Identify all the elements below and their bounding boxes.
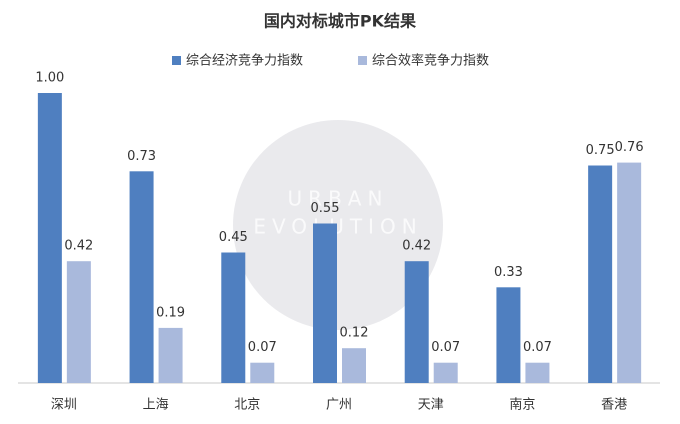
data-label: 0.33	[494, 265, 523, 280]
x-tick-label: 深圳	[51, 398, 77, 413]
data-label: 0.12	[340, 326, 369, 341]
bar	[342, 348, 366, 383]
legend-label: 综合经济竞争力指数	[186, 53, 303, 69]
data-label: 0.45	[219, 230, 248, 245]
bar	[617, 162, 642, 383]
data-label: 0.07	[431, 340, 460, 355]
data-label: 0.07	[248, 340, 277, 355]
chart-title: 国内对标城市PK结果	[264, 12, 416, 31]
legend-swatch	[172, 56, 181, 65]
bar	[525, 362, 550, 383]
data-label: 0.42	[64, 239, 93, 254]
bar	[588, 165, 613, 383]
data-label: 0.07	[523, 340, 552, 355]
bar	[158, 327, 183, 383]
bar	[221, 252, 246, 383]
data-label: 0.76	[615, 140, 644, 155]
watermark-circle	[233, 120, 443, 330]
data-label: 0.73	[127, 149, 156, 164]
bar	[404, 261, 429, 383]
bar	[496, 287, 521, 383]
bar	[66, 261, 91, 383]
bar	[37, 93, 62, 383]
bar	[250, 362, 275, 383]
x-tick-label: 广州	[326, 398, 352, 413]
data-label: 0.19	[156, 305, 185, 320]
data-label: 1.00	[35, 71, 64, 86]
data-label: 0.55	[311, 201, 340, 216]
data-label: 0.75	[586, 143, 615, 158]
legend-swatch	[358, 56, 367, 65]
bar	[433, 362, 458, 383]
watermark-text: URBAN	[288, 187, 389, 211]
x-tick-label: 天津	[418, 398, 444, 413]
x-tick-label: 南京	[509, 397, 535, 413]
x-tick-label: 香港	[601, 398, 627, 413]
x-tick-label: 上海	[143, 398, 169, 413]
x-tick-label: 北京	[234, 398, 260, 413]
watermark-text: EVOLUTION	[253, 215, 422, 239]
bar	[129, 171, 154, 383]
legend-label: 综合效率竞争力指数	[372, 53, 489, 69]
data-label: 0.42	[402, 239, 431, 254]
bar	[313, 223, 337, 383]
